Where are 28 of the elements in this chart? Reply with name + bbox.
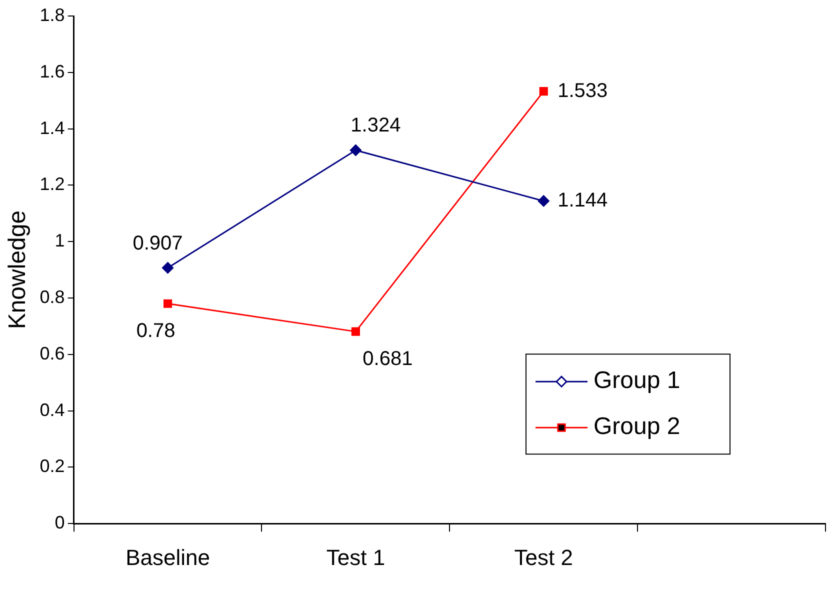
y-tick-label: 0 xyxy=(54,512,65,533)
point xyxy=(539,87,548,96)
data-label: 1.533 xyxy=(558,80,608,102)
legend-label: Group 1 xyxy=(594,367,680,394)
data-label: 1.324 xyxy=(350,114,401,137)
y-axis-title: Knowledge xyxy=(4,210,32,330)
y-tick-label: 1.8 xyxy=(40,4,65,25)
x-tick-label: Test 2 xyxy=(514,544,573,570)
y-tick-label: 1.2 xyxy=(40,174,65,194)
y-tick-label: 1.4 xyxy=(40,118,65,138)
y-tick-label: 1 xyxy=(54,230,65,251)
point xyxy=(163,299,172,308)
y-tick-label: 0.2 xyxy=(40,456,65,476)
y-tick-label: 1.6 xyxy=(40,61,65,82)
data-label: 1.144 xyxy=(558,190,608,212)
point xyxy=(350,144,362,156)
data-label: 0.78 xyxy=(136,320,176,342)
y-tick-label: 0.4 xyxy=(40,400,65,420)
point xyxy=(162,262,174,274)
legend-label: Group 2 xyxy=(594,413,680,440)
x-tick-label: Test 1 xyxy=(326,544,386,570)
point xyxy=(538,195,550,207)
y-tick-label: 0.6 xyxy=(40,343,65,364)
data-label: 0.681 xyxy=(362,348,413,370)
x-tick-label: Baseline xyxy=(126,544,210,570)
point xyxy=(351,327,360,336)
y-tick-label: 0.8 xyxy=(40,286,65,307)
data-label: 0.907 xyxy=(132,232,183,254)
